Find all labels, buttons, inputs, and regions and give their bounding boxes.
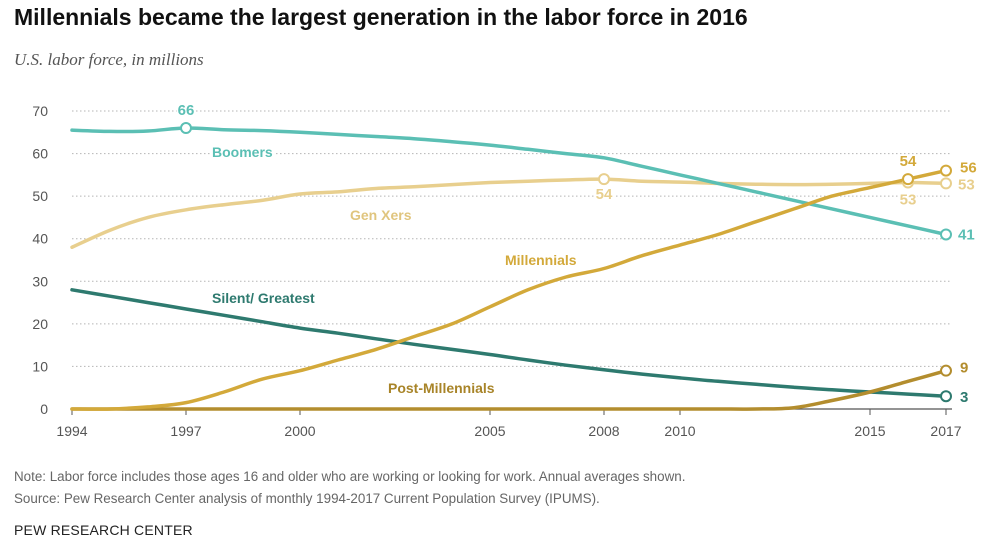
x-tick-label: 2017 — [930, 423, 961, 439]
y-tick-label: 0 — [40, 401, 48, 417]
data-label: 41 — [958, 226, 975, 243]
data-point-marker — [940, 390, 952, 403]
series-line-post-millennials — [70, 368, 948, 411]
y-tick-label: 30 — [32, 273, 48, 289]
data-point-marker — [598, 173, 610, 186]
data-point-marker — [940, 164, 952, 177]
data-point-marker — [180, 122, 192, 135]
x-tick-label: 1994 — [56, 423, 87, 439]
series-label: Silent/ Greatest — [212, 290, 315, 306]
series-line-millennials — [70, 168, 948, 411]
series-label: Gen Xers — [350, 207, 412, 223]
data-point-marker — [940, 228, 952, 241]
y-tick-label: 20 — [32, 316, 48, 332]
data-label: 54 — [900, 153, 917, 170]
x-tick-label: 1997 — [170, 423, 201, 439]
data-label: 53 — [958, 176, 975, 193]
x-tick-label: 2008 — [588, 423, 619, 439]
y-tick-label: 40 — [32, 231, 48, 247]
data-label: 3 — [960, 389, 968, 406]
x-tick-label: 2005 — [474, 423, 505, 439]
series-line-boomers — [70, 126, 948, 237]
data-label: 9 — [960, 360, 968, 377]
x-tick-label: 2000 — [284, 423, 315, 439]
chart-subtitle: U.S. labor force, in millions — [14, 50, 204, 69]
series-line-silent-greatest — [70, 288, 948, 398]
chart-notes: Note: Labor force includes those ages 16… — [14, 466, 685, 510]
data-point-marker — [902, 173, 914, 186]
note-text: Note: Labor force includes those ages 16… — [14, 469, 686, 484]
chart-title: Millennials became the largest generatio… — [14, 4, 748, 30]
x-tick-label: 2015 — [854, 423, 885, 439]
org-name: PEW RESEARCH CENTER — [14, 522, 193, 538]
data-label: 56 — [960, 160, 977, 177]
line-chart: 0 10 20 30 40 50 60 70 1994 1997 2000 2005 2008 2010 2… — [32, 101, 978, 439]
y-tick-label: 50 — [32, 188, 48, 204]
y-tick-label: 70 — [32, 103, 48, 119]
data-label: 53 — [900, 192, 917, 209]
data-point-marker — [940, 177, 952, 190]
series-label: Millennials — [505, 252, 577, 268]
series-label: Boomers — [212, 144, 273, 160]
y-tick-label: 60 — [32, 146, 48, 162]
series-line-gen-xers — [70, 177, 948, 249]
data-label: 66 — [178, 102, 195, 119]
data-point-marker — [940, 364, 952, 377]
y-tick-label: 10 — [32, 358, 48, 374]
series-label: Post-Millennials — [388, 380, 495, 396]
data-label: 54 — [596, 186, 613, 203]
x-tick-label: 2010 — [664, 423, 695, 439]
source-text: Source: Pew Research Center analysis of … — [14, 491, 600, 506]
